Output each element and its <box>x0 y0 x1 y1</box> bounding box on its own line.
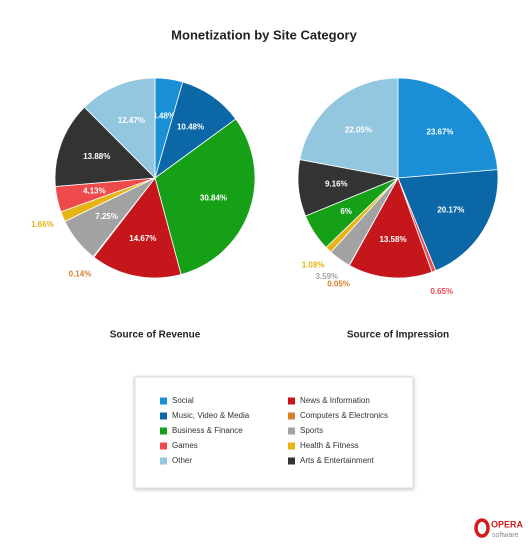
value-label: 7.25% <box>95 212 118 221</box>
value-label: 9.16% <box>325 179 348 188</box>
legend-swatch <box>160 427 167 435</box>
legend-swatch <box>288 442 295 450</box>
legend-label: News & Information <box>300 396 370 405</box>
pie-slice <box>83 77 156 179</box>
value-label: 13.58% <box>379 235 406 244</box>
pie-slice <box>154 118 256 276</box>
value-label: 20.17% <box>437 206 464 215</box>
legend-label: Music, Video & Media <box>172 411 250 420</box>
value-label: 10.48% <box>177 122 204 131</box>
logo-sub: software <box>492 532 519 539</box>
legend-label: Games <box>172 441 198 450</box>
legend-label: Health & Fitness <box>300 441 359 450</box>
pie-slice <box>397 77 499 179</box>
pie-slice <box>348 177 433 279</box>
pie-slice <box>397 169 499 272</box>
legend-swatch <box>160 412 167 420</box>
value-label: 23.67% <box>426 127 453 136</box>
legend-swatch <box>160 397 167 405</box>
value-label: 4.48% <box>152 112 175 121</box>
pie-slice <box>54 106 156 187</box>
pie-slice <box>299 77 399 179</box>
legend-label: Business & Finance <box>172 426 243 435</box>
value-label: 3.59% <box>315 272 338 281</box>
value-label: 1.66% <box>31 220 54 229</box>
value-label: 4.13% <box>83 186 106 195</box>
legend-swatch <box>160 457 167 465</box>
value-label: 14.67% <box>129 234 156 243</box>
value-label: 13.88% <box>83 152 110 161</box>
value-label: 12.47% <box>118 116 145 125</box>
pie-subtitle: Source of Impression <box>347 330 449 341</box>
value-label: 30.84% <box>200 194 227 203</box>
legend-swatch <box>288 457 295 465</box>
legend-swatch <box>288 397 295 405</box>
value-label: 0.05% <box>327 280 350 289</box>
logo-brand: OPERA <box>491 519 524 529</box>
legend-label: Computers & Electronics <box>300 411 388 420</box>
legend-label: Arts & Entertainment <box>300 456 375 465</box>
legend-swatch <box>288 427 295 435</box>
logo-icon <box>474 518 490 538</box>
pie-subtitle: Source of Revenue <box>110 330 201 341</box>
chart-title: Monetization by Site Category <box>171 27 357 42</box>
pie-slice <box>93 177 182 279</box>
logo: OPERA software <box>474 518 524 539</box>
legend-label: Social <box>172 396 194 405</box>
value-label: 0.65% <box>430 287 453 296</box>
legend-box <box>134 376 414 489</box>
value-label: 0.14% <box>69 269 92 278</box>
value-label: 1.08% <box>302 261 325 270</box>
value-label: 6% <box>340 207 352 216</box>
legend-label: Other <box>172 456 192 465</box>
legend-swatch <box>160 442 167 450</box>
legend-swatch <box>288 412 295 420</box>
legend-label: Sports <box>300 426 323 435</box>
value-label: 22.05% <box>345 125 372 134</box>
